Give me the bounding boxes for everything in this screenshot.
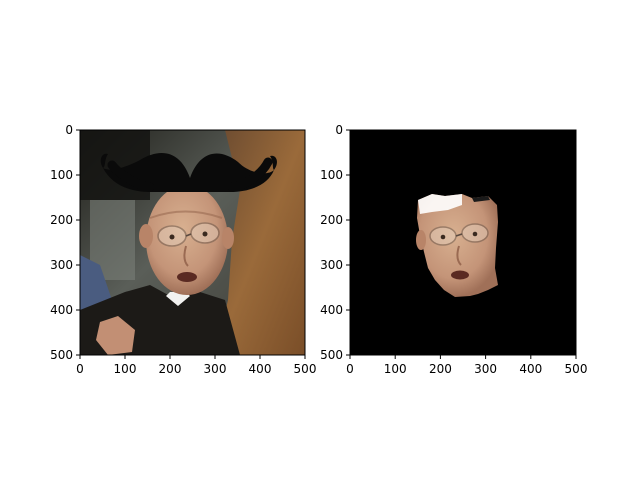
right-y-tick-label: 500 xyxy=(320,348,343,362)
right-x-tick-label: 100 xyxy=(384,362,407,376)
right-y-tick-label: 400 xyxy=(320,303,343,317)
right-y-tick-label: 300 xyxy=(320,258,343,272)
right-y-ticks: 0 100 200 300 400 500 xyxy=(320,123,350,362)
left-x-tick-label: 100 xyxy=(114,362,137,376)
right-y-tick-label: 100 xyxy=(320,168,343,182)
right-x-tick-label: 200 xyxy=(429,362,452,376)
left-y-ticks: 0 100 200 300 400 500 xyxy=(50,123,80,362)
left-y-tick-label: 300 xyxy=(50,258,73,272)
right-x-tick-label: 500 xyxy=(565,362,588,376)
right-photo xyxy=(350,130,576,355)
left-y-tick-label: 200 xyxy=(50,213,73,227)
right-x-tick-label: 300 xyxy=(474,362,497,376)
left-y-tick-label: 0 xyxy=(65,123,73,137)
left-x-tick-label: 200 xyxy=(159,362,182,376)
left-x-tick-label: 300 xyxy=(204,362,227,376)
left-x-ticks: 0 100 200 300 400 500 xyxy=(76,355,316,376)
right-x-tick-label: 0 xyxy=(346,362,354,376)
left-x-tick-label: 500 xyxy=(294,362,317,376)
right-x-tick-label: 400 xyxy=(519,362,542,376)
left-x-tick-label: 400 xyxy=(249,362,272,376)
left-x-tick-label: 0 xyxy=(76,362,84,376)
left-y-tick-label: 500 xyxy=(50,348,73,362)
left-y-tick-label: 400 xyxy=(50,303,73,317)
left-axes-frame xyxy=(79,129,306,356)
right-subplot: 0 100 200 300 400 500 0 100 200 300 400 500 xyxy=(320,123,587,376)
right-x-ticks: 0 100 200 300 400 500 xyxy=(346,355,587,376)
right-axes-frame xyxy=(349,129,577,356)
right-y-tick-label: 0 xyxy=(335,123,343,137)
right-y-tick-label: 200 xyxy=(320,213,343,227)
left-subplot: 0 100 200 300 400 500 0 100 200 300 400 500 xyxy=(50,123,316,376)
left-y-tick-label: 100 xyxy=(50,168,73,182)
segmented-face xyxy=(417,194,498,297)
